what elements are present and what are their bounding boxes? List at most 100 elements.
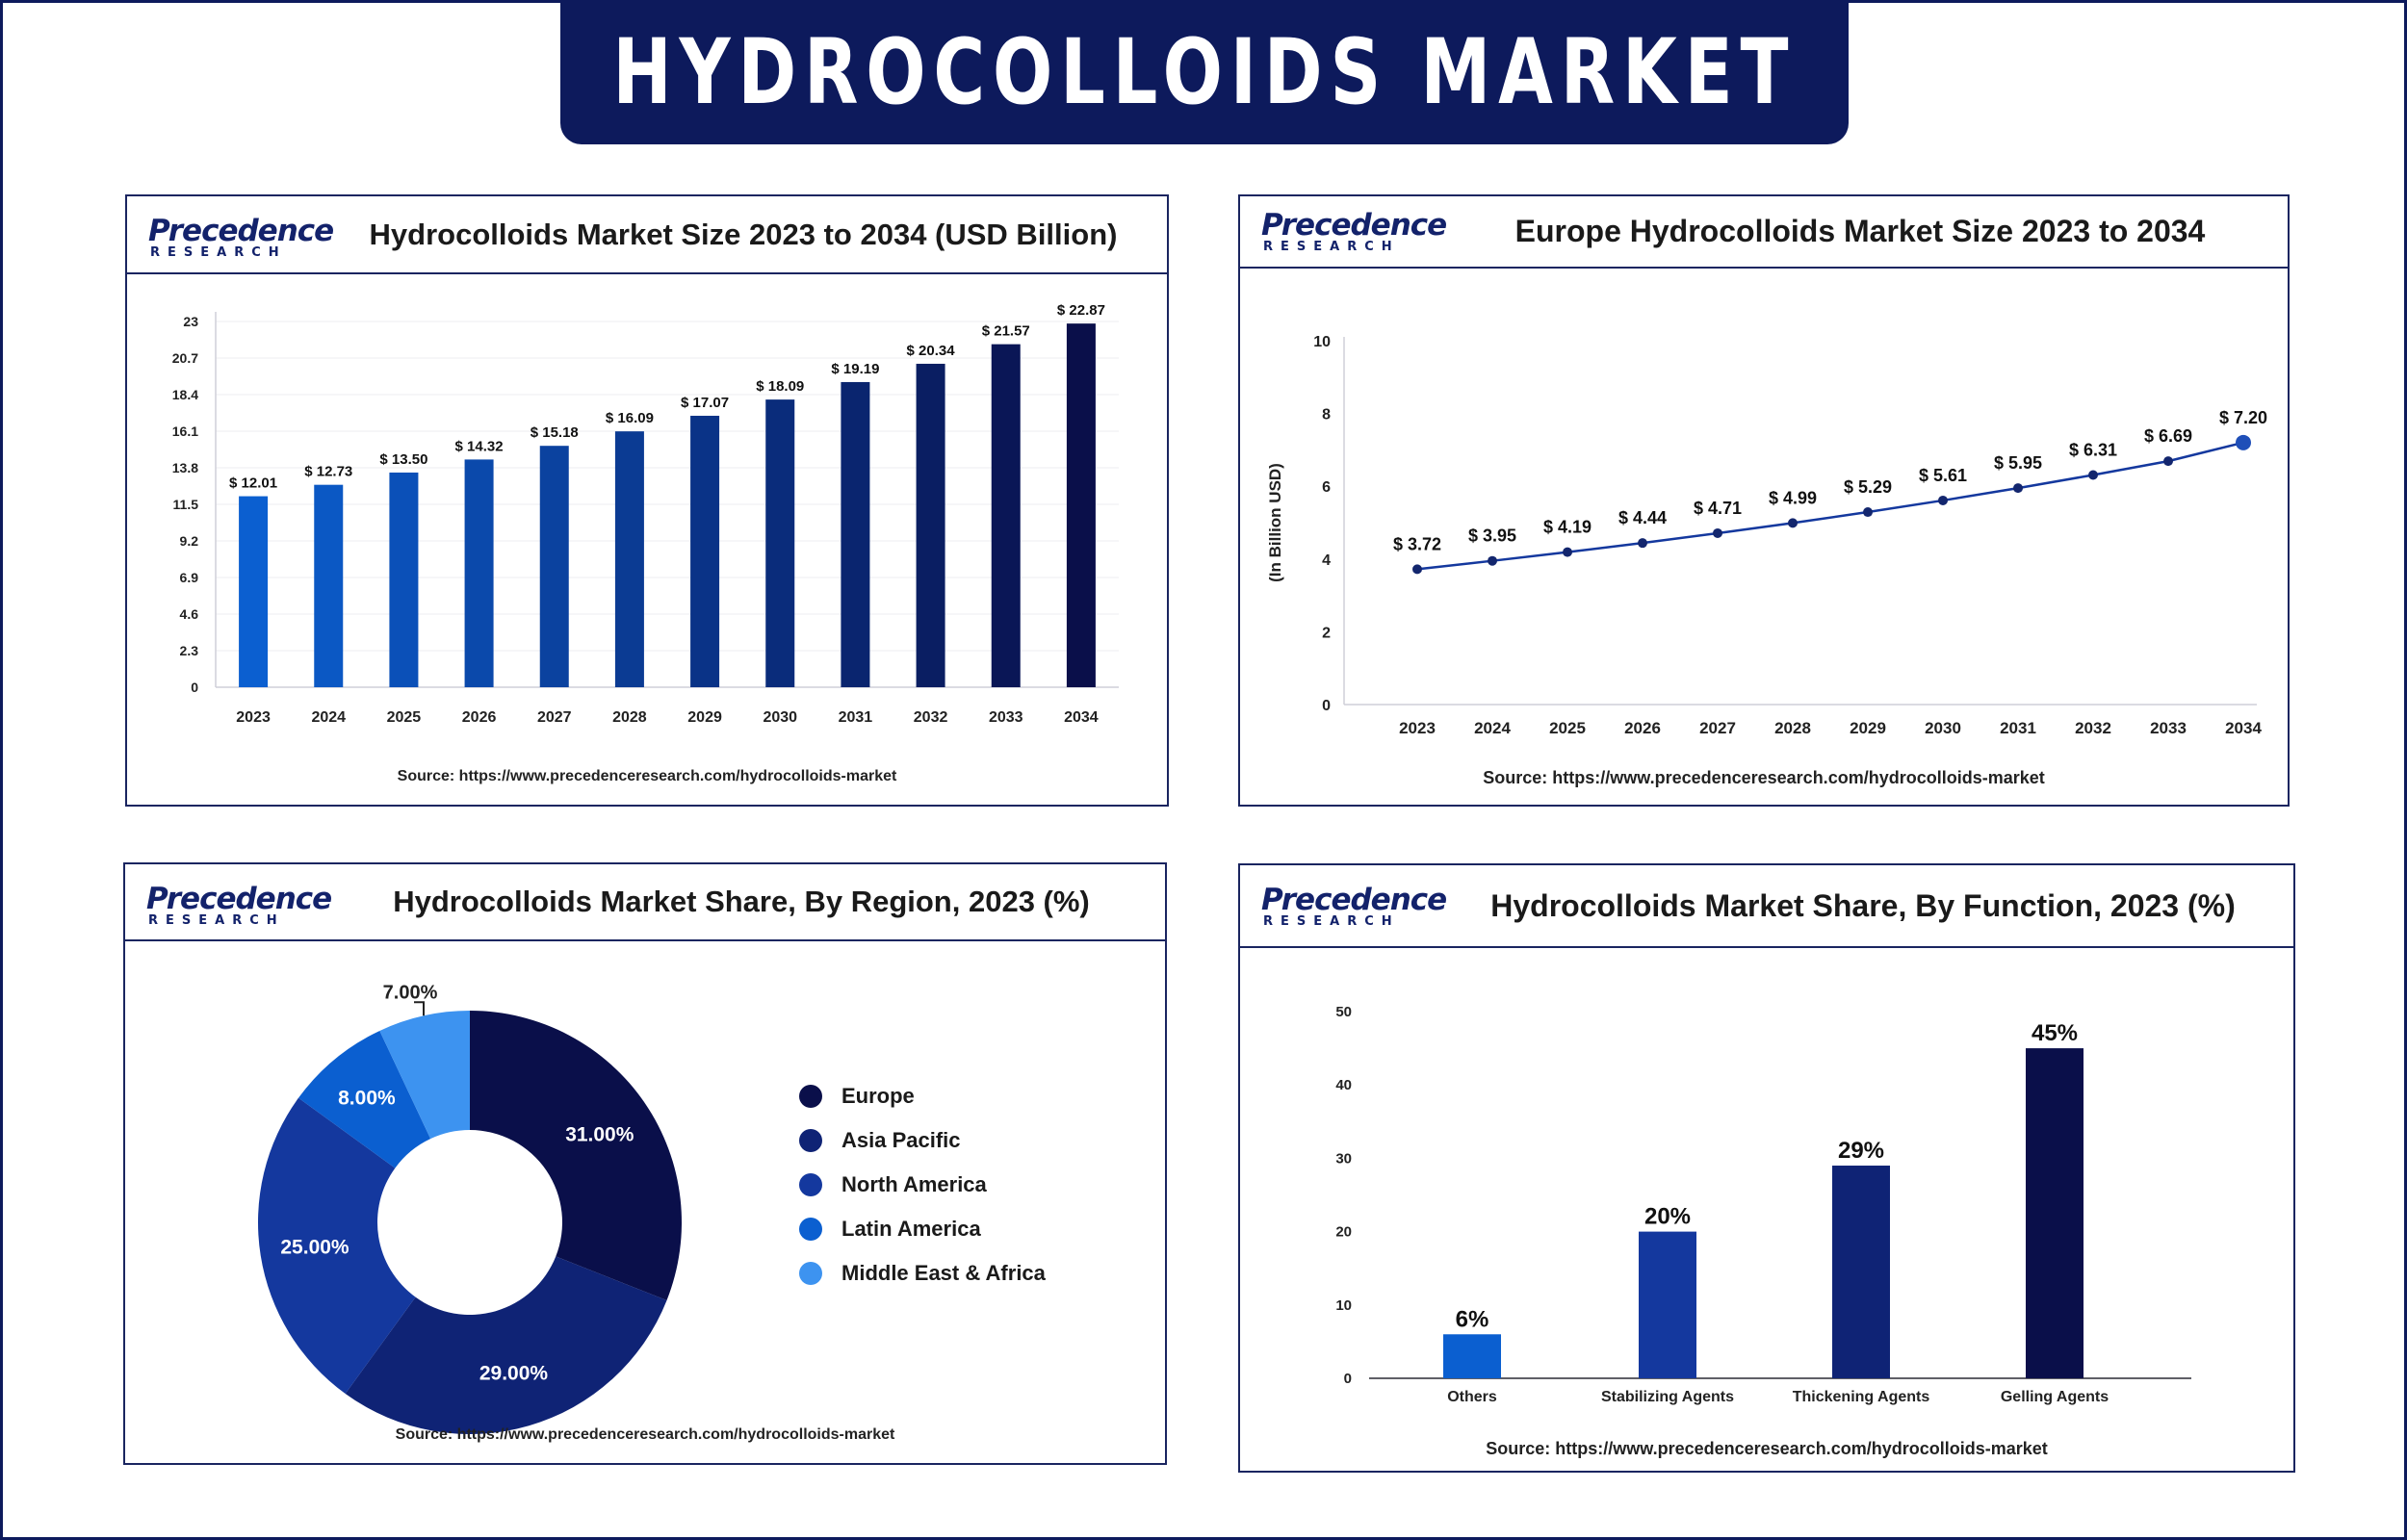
data-label: $ 16.09 [606,410,654,426]
data-label: $ 15.18 [531,424,579,441]
legend-item: Middle East & Africa [799,1251,1046,1296]
x-tick-label: 2028 [1774,719,1811,737]
bar [841,381,870,687]
data-label: $ 13.50 [379,451,427,468]
logo-name: Precedence [1261,208,1447,243]
x-tick-label: 2023 [1399,719,1436,737]
x-tick-label: 2024 [311,709,346,726]
y-tick-label: 6 [1322,479,1331,496]
legend-swatch [799,1129,822,1152]
region-donut-chart: 31.00% 29.00% 25.00% 8.00% 7.00% [258,982,683,1434]
data-label: $ 6.31 [2069,440,2117,459]
y-tick-label: 0 [191,680,198,695]
x-tick-label: 2024 [1474,719,1511,737]
data-point [2088,470,2098,480]
function-share-panel: Precedence RESEARCH Hydrocolloids Market… [1238,863,2295,1473]
bar [2026,1048,2083,1378]
slice-label: 25.00% [280,1236,349,1258]
x-tick-label: 2026 [1624,719,1661,737]
x-tick-label: 2034 [1064,709,1099,726]
source-note: Source: https://www.precedenceresearch.c… [397,768,897,784]
data-label: $ 7.20 [2219,408,2267,427]
market-size-panel: Precedence RESEARCH Hydrocolloids Market… [125,194,1169,807]
x-tick-label: 2033 [989,709,1023,726]
data-label: $ 3.72 [1393,534,1441,553]
bar [765,399,795,687]
logo-sub: RESEARCH [1263,914,1400,929]
legend-swatch [799,1262,822,1285]
precedence-logo: Precedence RESEARCH [146,882,332,928]
legend-label: North America [841,1172,987,1196]
y-tick-label: 20.7 [172,350,198,366]
precedence-logo: Precedence RESEARCH [148,214,334,260]
data-label: 29% [1838,1138,1884,1164]
bar [614,431,644,687]
legend-swatch [799,1218,822,1241]
x-tick-label: 2023 [236,709,271,726]
legend-swatch [799,1085,822,1108]
logo-sub: RESEARCH [1263,240,1400,254]
y-tick-label: 20 [1335,1224,1352,1241]
y-tick-label: 9.2 [180,533,199,549]
data-point [2163,456,2173,467]
bar [539,446,569,687]
bar [1639,1231,1696,1378]
legend-label: Europe [841,1084,915,1108]
y-tick-label: 0 [1322,698,1331,714]
x-tick-label: 2026 [462,709,497,726]
y-tick-label: 4 [1322,552,1331,569]
y-axis-label: (In Billion USD) [1266,463,1284,582]
x-tick-label: Stabilizing Agents [1601,1389,1734,1405]
bar [1066,323,1096,687]
x-tick-label: 2025 [387,709,422,726]
data-label: $ 14.32 [455,438,504,454]
chart-title: Hydrocolloids Market Size 2023 to 2034 (… [369,217,1118,251]
x-tick-label: 2030 [763,709,797,726]
bar [690,415,720,687]
bar [389,472,419,687]
data-label: $ 21.57 [982,323,1030,340]
donut-slice [345,1256,667,1434]
data-point [1938,495,1948,505]
x-tick-label: 2030 [1925,719,1961,737]
data-point [1713,527,1722,538]
chart-title: Hydrocolloids Market Share, By Region, 2… [393,885,1090,918]
bar [916,363,945,687]
x-tick-label: 2027 [537,709,572,726]
logo-name: Precedence [146,882,332,916]
x-tick-label: 2027 [1699,719,1736,737]
function-bar-chart: 0 10 20 30 40 50 6% Others 20% Stabilizing Agents… [1335,1004,2191,1405]
data-label: 20% [1644,1204,1691,1230]
legend-swatch [799,1173,822,1196]
data-label: $ 18.09 [756,378,804,395]
y-tick-label: 4.6 [180,606,199,622]
y-tick-label: 10 [1335,1297,1352,1314]
y-tick-label: 50 [1335,1004,1352,1020]
panel-header: Precedence RESEARCH Hydrocolloids Market… [127,196,1167,274]
y-tick-label: 2 [1322,625,1331,641]
region-legend: Europe Asia Pacific North America Latin … [799,1074,1046,1296]
data-label: $ 4.71 [1694,499,1742,518]
data-label: $ 5.61 [1919,466,1967,485]
data-label: $ 4.19 [1543,518,1592,537]
y-tick-label: 40 [1335,1077,1352,1093]
x-tick-label: Others [1447,1389,1497,1405]
x-tick-label: 2025 [1549,719,1586,737]
data-label: $ 19.19 [831,361,879,377]
data-label: $ 6.69 [2144,426,2192,446]
legend-item: Asia Pacific [799,1118,1046,1163]
x-tick-label: 2032 [2075,719,2111,737]
y-tick-label: 2.3 [180,643,199,658]
legend-label: Middle East & Africa [841,1261,1046,1285]
bar [1443,1334,1501,1378]
bar [239,496,269,687]
data-label: 45% [2032,1020,2078,1046]
data-label: $ 5.29 [1844,477,1892,497]
series-line [1416,441,2244,571]
region-share-panel: Precedence RESEARCH Hydrocolloids Market… [123,862,1167,1465]
panel-header: Precedence RESEARCH Hydrocolloids Market… [1240,865,2293,948]
data-label: $ 20.34 [907,343,956,359]
source-note: Source: https://www.precedenceresearch.c… [1486,1439,2048,1458]
y-tick-label: 11.5 [173,497,199,512]
logo-name: Precedence [148,214,334,248]
